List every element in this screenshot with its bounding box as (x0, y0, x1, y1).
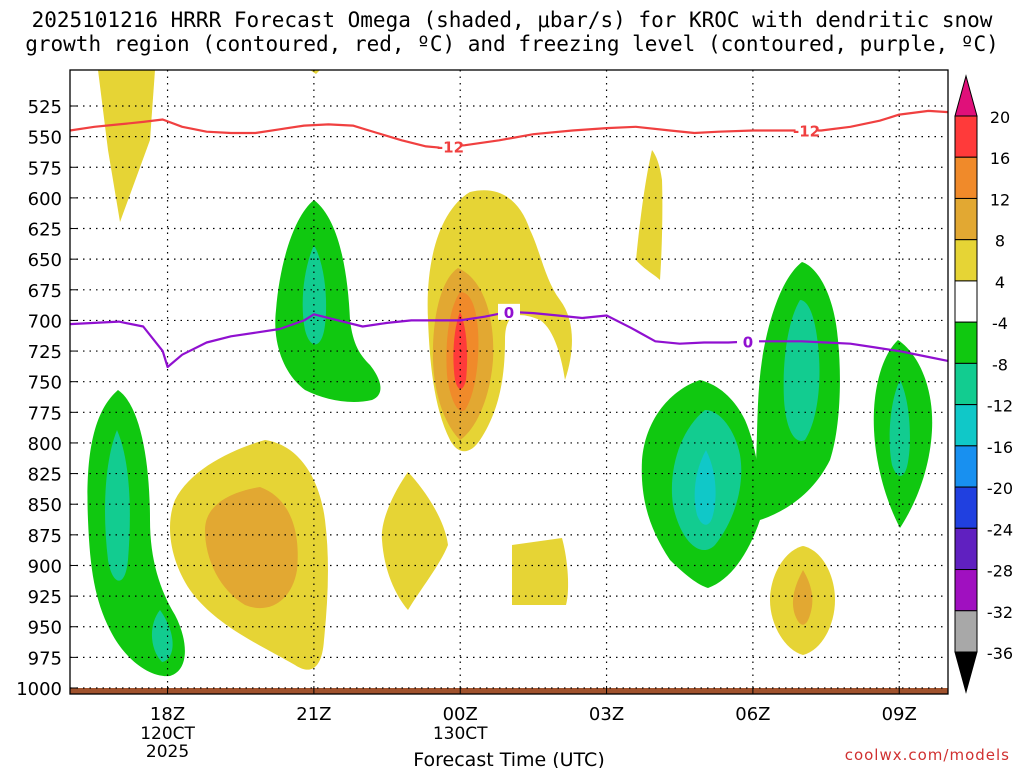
colorbar-bin (954, 610, 978, 653)
rising-tongue-04z (636, 150, 663, 280)
colorbar-label: -16 (987, 438, 1013, 457)
colorbar-top-arrow (954, 74, 978, 117)
colorbar-bin (954, 321, 978, 364)
freezing-level-label: 0 (743, 333, 753, 351)
sinking-region-21z (275, 200, 381, 402)
y-tick-label: 875 (28, 526, 62, 547)
colorbar-label: 12 (990, 190, 1010, 209)
colorbar-bin (954, 445, 978, 488)
colorbar-label: -36 (987, 644, 1013, 663)
colorbar-bin (954, 486, 978, 529)
colorbar-label: -12 (987, 397, 1013, 416)
colorbar-label: -4 (992, 314, 1008, 333)
colorbar-label: 8 (995, 232, 1005, 251)
chart-title-line1: 2025101216 HRRR Forecast Omega (shaded, … (31, 8, 993, 32)
y-tick-label: 550 (28, 128, 62, 149)
colorbar-bin (954, 527, 978, 571)
isotherm-minus12-label: -12 (793, 123, 820, 141)
y-tick-label: 850 (28, 495, 62, 516)
x-tick-date: 120CT (140, 724, 195, 744)
contour-label-bg (737, 333, 760, 350)
colorbar-bin (954, 156, 978, 199)
colorbar-label: -8 (992, 355, 1008, 374)
isotherm-minus12-label: -12 (437, 139, 464, 157)
colorbar-label: 16 (990, 149, 1010, 168)
freezing-level-label: 0 (504, 304, 514, 322)
contours: -12 -12 0 0 (69, 109, 949, 369)
source-credit: coolwx.com/models (844, 746, 1010, 764)
y-tick-label: 575 (28, 158, 62, 179)
colorbar-label: -24 (987, 520, 1013, 539)
colorbar-bottom-arrow (954, 651, 978, 694)
plot-frame (69, 69, 949, 695)
x-tick-label: 09Z (882, 704, 917, 725)
y-tick-label: 800 (28, 434, 62, 455)
colorbar-label: 4 (995, 273, 1005, 292)
x-tick-date: 130CT (433, 724, 488, 744)
y-tick-label: 625 (28, 220, 62, 241)
y-tick-label: 700 (28, 311, 62, 332)
y-tick-label: 950 (28, 618, 62, 639)
x-tick-label: 21Z (296, 704, 331, 725)
x-tick-year: 2025 (146, 742, 189, 762)
sinking-core-left-upper (105, 430, 130, 581)
colorbar-bin (954, 197, 978, 241)
freezing-level-line (69, 310, 949, 369)
x-tick-label: 06Z (735, 704, 770, 725)
colorbar-bin (954, 362, 978, 406)
y-tick-label: 900 (28, 556, 62, 577)
y-tick-label: 1000 (16, 679, 62, 700)
y-tick-label: 600 (28, 189, 62, 210)
colorbar-bin (954, 115, 978, 158)
y-tick-label: 925 (28, 587, 62, 608)
y-tick-label: 650 (28, 250, 62, 271)
y-tick-label: 825 (28, 465, 62, 486)
contour-label-bg (498, 303, 520, 320)
y-tick-label: 750 (28, 373, 62, 394)
sinking-core-07z (783, 300, 820, 441)
colorbar-label: 20 (990, 108, 1010, 127)
rising-diamond-23z (381, 472, 448, 610)
colorbar-label: -28 (987, 562, 1013, 581)
contour-label-bg (795, 122, 818, 139)
colorbar: 20 16 12 8 4 -4 -8 -12 -16 -20 -24 -28 -32 -36 (954, 74, 1013, 694)
rising-region-top-left (98, 70, 155, 222)
omega-shading (87, 70, 933, 677)
sinking-core2-05z (694, 450, 716, 525)
rising-wisp-21z (310, 70, 320, 74)
x-tick-label: 00Z (443, 704, 478, 725)
y-tick-label: 975 (28, 648, 62, 669)
rising-region-low-left-core (205, 487, 298, 609)
colorbar-label: -20 (987, 479, 1013, 498)
sinking-core-21z (302, 245, 327, 345)
colorbar-label: -32 (987, 603, 1013, 622)
contour-label-bg (439, 138, 462, 155)
rising-block-02z (512, 538, 569, 605)
grid (70, 70, 948, 694)
x-axis-label: Forecast Time (UTC) (413, 749, 604, 768)
colorbar-bin (954, 239, 978, 282)
colorbar-bin (954, 404, 978, 447)
y-axis: 525 550 575 600 625 650 675 700 725 750 775 800 825 8… (16, 97, 78, 700)
x-tick-label: 18Z (150, 704, 185, 725)
ground-strip (70, 688, 948, 694)
y-tick-label: 775 (28, 403, 62, 424)
colorbar-bin (954, 280, 978, 323)
rising-region-07z-low-core (792, 570, 813, 625)
y-tick-label: 525 (28, 97, 62, 118)
y-tick-label: 725 (28, 342, 62, 363)
x-tick-label: 03Z (589, 704, 624, 725)
colorbar-bin (954, 569, 978, 612)
chart-title-line2: growth region (contoured, red, ºC) and f… (25, 32, 999, 56)
y-tick-label: 675 (28, 281, 62, 302)
